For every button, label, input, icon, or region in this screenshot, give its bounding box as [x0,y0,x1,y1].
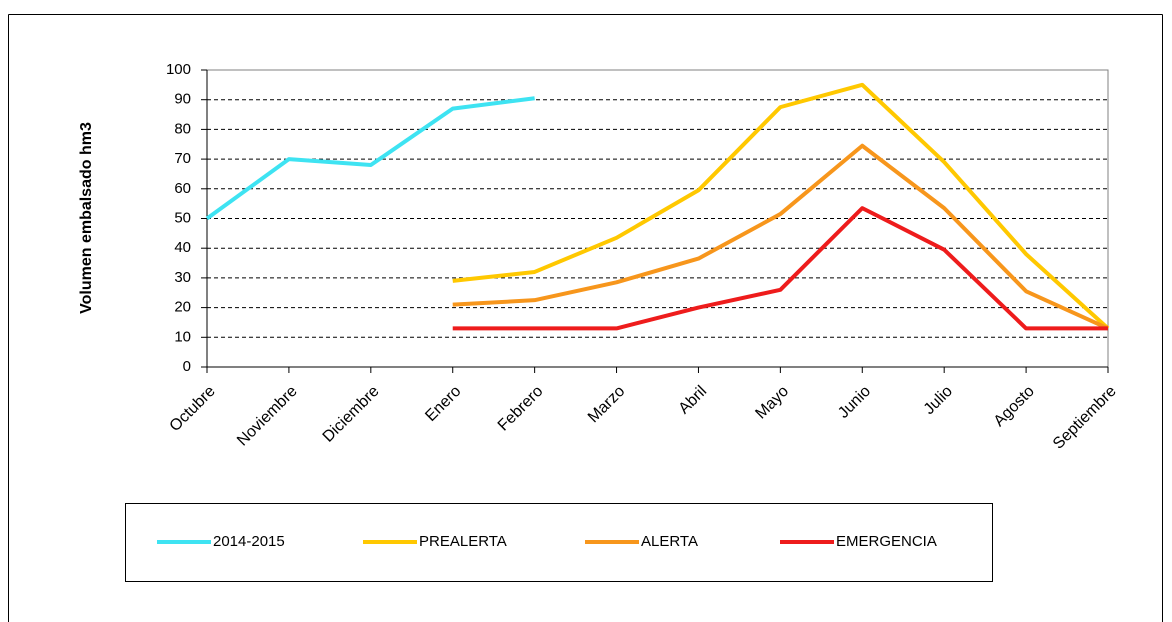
legend-label: PREALERTA [419,533,507,550]
x-tick-label: Noviembre [234,383,301,450]
x-tick-label: Febrero [495,383,547,435]
y-tick-label: 80 [174,120,191,137]
series-line [452,143,1109,331]
series-line [205,96,535,221]
series-line [452,206,1108,331]
legend [125,503,993,582]
legend-label: 2014-2015 [213,533,285,550]
y-tick-label: 60 [174,180,191,197]
x-tick-label: Diciembre [320,383,383,446]
x-tick-label: Abril [676,383,711,418]
y-tick-label: 0 [183,358,191,375]
x-tick-label: Enero [422,383,464,425]
x-tick-label: Octubre [167,383,219,435]
x-tick-label: Junio [835,383,874,422]
legend-label: ALERTA [641,533,698,550]
y-tick-label: 100 [166,61,191,78]
series-line [452,82,1110,330]
y-axis-label: Volumen embalsado hm3 [78,122,95,314]
x-tick-label: Mayo [752,383,792,423]
y-tick-label: 50 [174,209,191,226]
x-tick-label: Septiembre [1050,383,1120,453]
y-tick-label: 30 [174,269,191,286]
x-tick-label: Marzo [585,383,629,427]
x-tick-label: Agosto [991,383,1038,430]
y-tick-label: 90 [174,91,191,108]
legend-label: EMERGENCIA [836,533,937,550]
y-tick-label: 70 [174,150,191,167]
y-tick-label: 40 [174,239,191,256]
y-tick-label: 20 [174,299,191,316]
y-tick-label: 10 [174,328,191,345]
x-tick-label: Julio [921,383,956,418]
